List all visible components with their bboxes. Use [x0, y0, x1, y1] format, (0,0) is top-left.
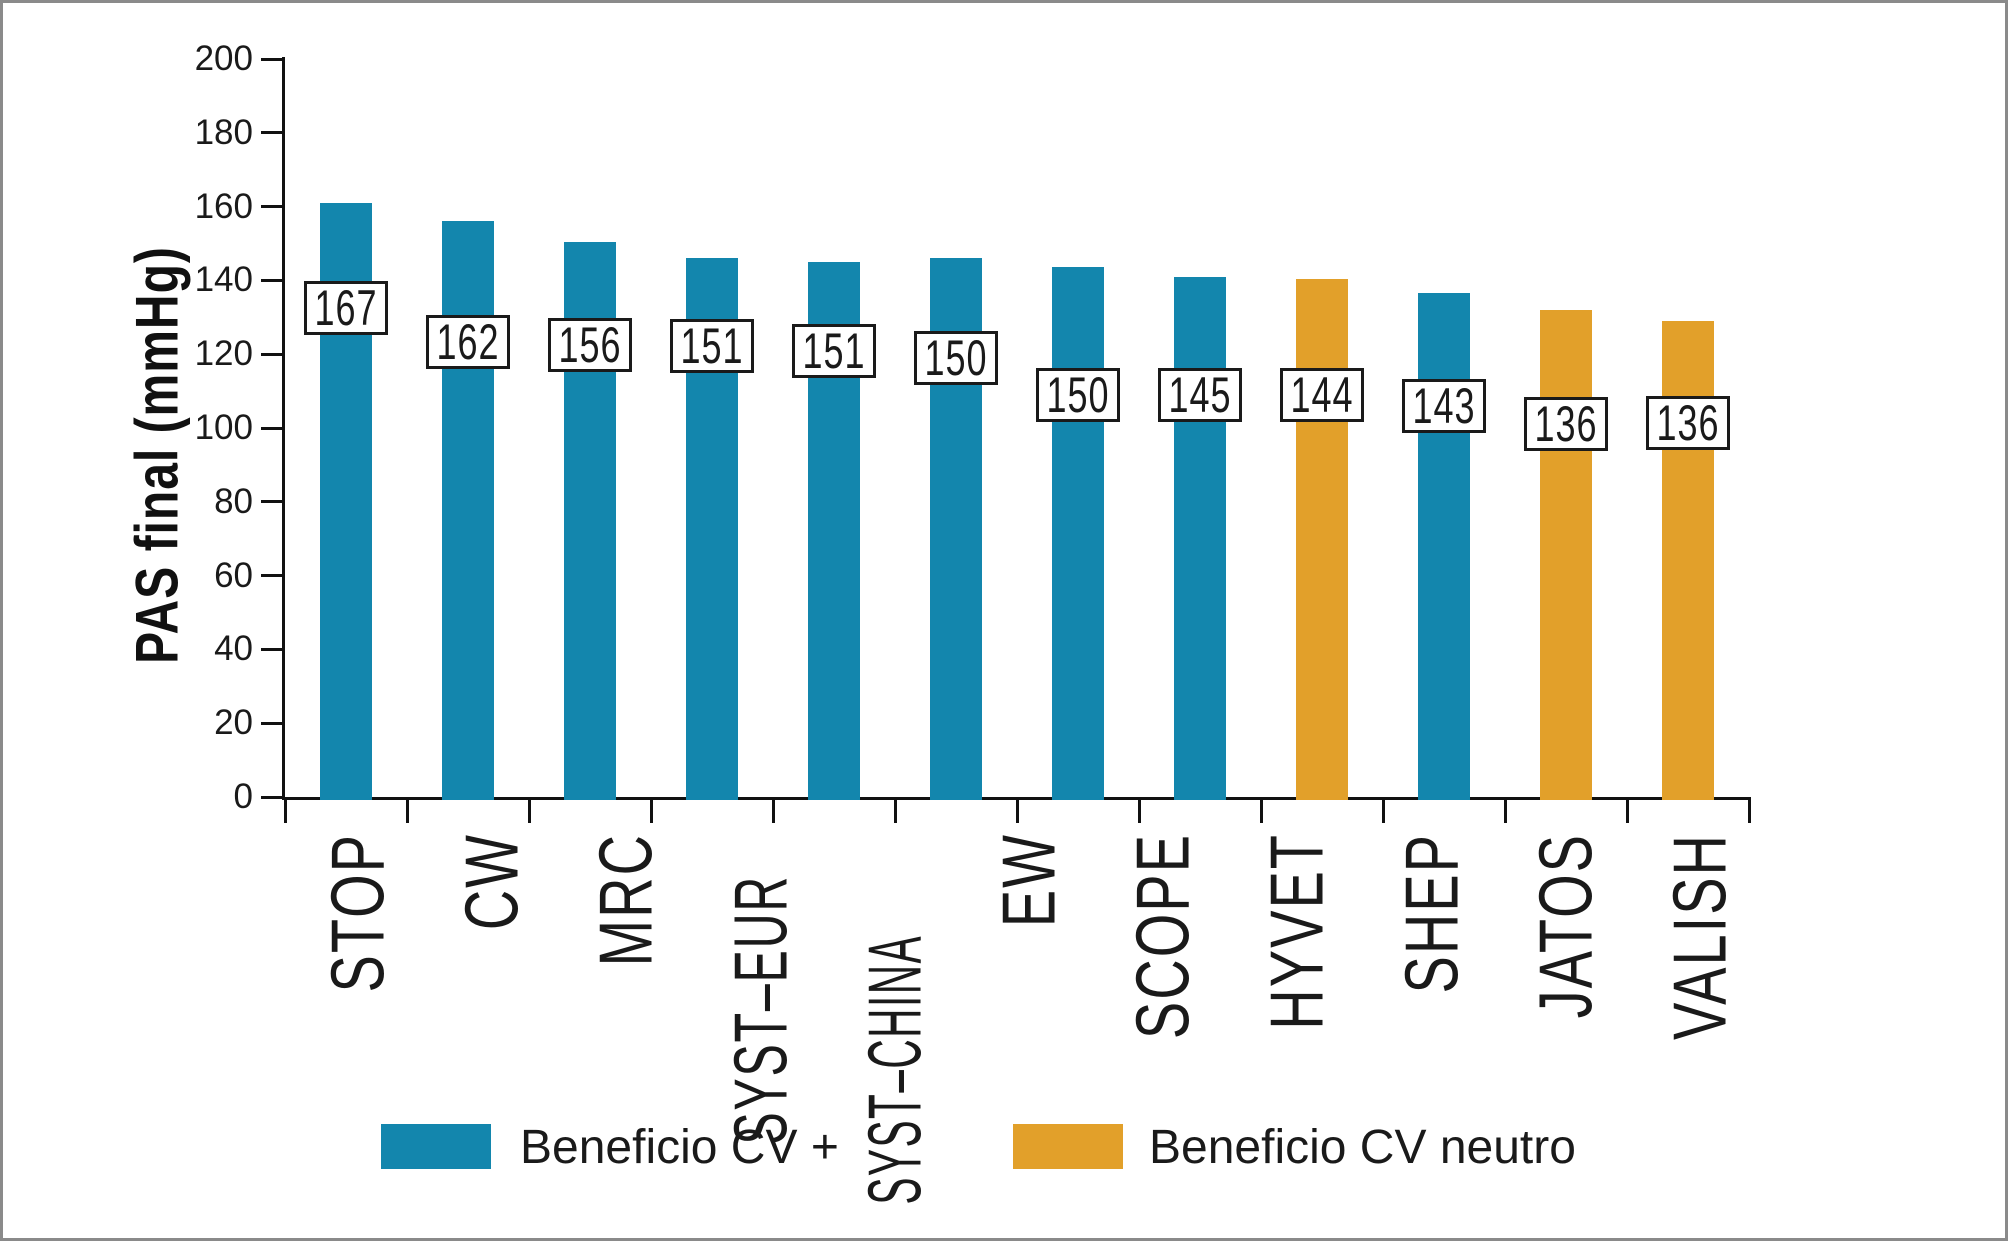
value-callout-text: 151 [802, 321, 866, 379]
bar-10 [1418, 293, 1470, 800]
x-axis-label-valish: VALISH [1656, 833, 1742, 1041]
x-tick [1381, 797, 1385, 823]
x-axis-label-scope: SCOPE [1120, 833, 1206, 1040]
value-callout-text: 145 [1168, 365, 1232, 424]
y-tick [261, 426, 285, 430]
y-tick-label: 140 [194, 260, 253, 300]
x-tick [1625, 797, 1629, 823]
y-tick-label: 80 [214, 481, 253, 521]
value-callout-text: 156 [558, 315, 622, 373]
x-tick [1503, 797, 1507, 823]
x-tick [283, 797, 287, 823]
value-callout-text: 150 [924, 328, 988, 386]
value-callout-11: 136 [1524, 394, 1608, 452]
y-tick [261, 131, 285, 135]
x-tick [527, 797, 531, 823]
y-tick-label: 180 [194, 112, 253, 152]
bar-8 [1174, 276, 1226, 800]
value-callout-text: 136 [1534, 394, 1598, 452]
x-tick [649, 797, 653, 823]
x-axis-label-stop: STOP [314, 833, 400, 993]
legend-label-cv-positive: Beneficio CV + [520, 1120, 839, 1174]
y-tick [261, 205, 285, 209]
x-axis-label-cw: CW [449, 833, 535, 931]
y-tick [261, 352, 285, 356]
value-callout-text: 143 [1412, 376, 1476, 434]
y-tick [261, 500, 285, 504]
value-callout-text: 162 [436, 312, 500, 371]
value-callout-8: 145 [1158, 365, 1242, 424]
value-callout-12: 136 [1646, 393, 1730, 451]
y-tick-label: 20 [214, 703, 253, 743]
value-callout-1: 167 [304, 278, 388, 337]
y-axis-title: PAS final (mmHg) [124, 246, 192, 664]
y-tick-label: 120 [194, 334, 253, 374]
y-tick-label: 160 [194, 186, 253, 226]
x-axis-label-ew: EW [985, 833, 1071, 928]
x-axis-label-mrc: MRC [583, 833, 669, 967]
value-callout-7: 150 [1036, 365, 1120, 424]
x-tick [1747, 797, 1751, 823]
y-tick-label: 200 [194, 39, 253, 78]
y-tick [261, 574, 285, 578]
y-tick-label: 100 [194, 408, 253, 447]
value-callout-text: 144 [1290, 365, 1354, 424]
value-callout-4: 151 [670, 316, 754, 375]
bar-11 [1540, 309, 1592, 800]
value-callout-10: 143 [1402, 376, 1486, 434]
bar-9 [1296, 278, 1348, 800]
value-callout-9: 144 [1280, 365, 1364, 424]
legend: Beneficio CV + Beneficio CV neutro [3, 1101, 2005, 1193]
y-tick-label: 40 [214, 629, 253, 669]
y-tick-label: 60 [214, 555, 253, 595]
legend-swatch-cv-neutral [1013, 1124, 1123, 1169]
bar-2 [442, 221, 494, 800]
legend-label-cv-neutral: Beneficio CV neutro [1149, 1120, 1576, 1174]
x-tick [1259, 797, 1263, 823]
y-tick-label: 0 [233, 777, 253, 816]
x-axis-label-jatos: JATOS [1522, 833, 1608, 1019]
y-tick [261, 57, 285, 61]
x-axis-label-shep: SHEP [1388, 833, 1474, 994]
x-axis-label-hyvet: HYVET [1254, 833, 1340, 1030]
x-tick [405, 797, 409, 823]
value-callout-6: 150 [914, 328, 998, 386]
x-tick [893, 797, 897, 823]
value-callout-text: 167 [314, 278, 378, 337]
x-tick [1015, 797, 1019, 823]
value-callout-5: 151 [792, 321, 876, 379]
y-tick [261, 795, 285, 799]
legend-swatch-cv-positive [381, 1124, 491, 1169]
bar-7 [1052, 267, 1104, 800]
y-tick [261, 647, 285, 651]
value-callout-2: 162 [426, 312, 510, 371]
y-tick [261, 278, 285, 282]
value-callout-text: 136 [1656, 393, 1720, 451]
value-callout-text: 151 [680, 316, 744, 375]
y-tick [261, 721, 285, 725]
value-callout-text: 150 [1046, 365, 1110, 424]
value-callout-3: 156 [548, 315, 632, 373]
x-tick [1137, 797, 1141, 823]
x-tick [771, 797, 775, 823]
